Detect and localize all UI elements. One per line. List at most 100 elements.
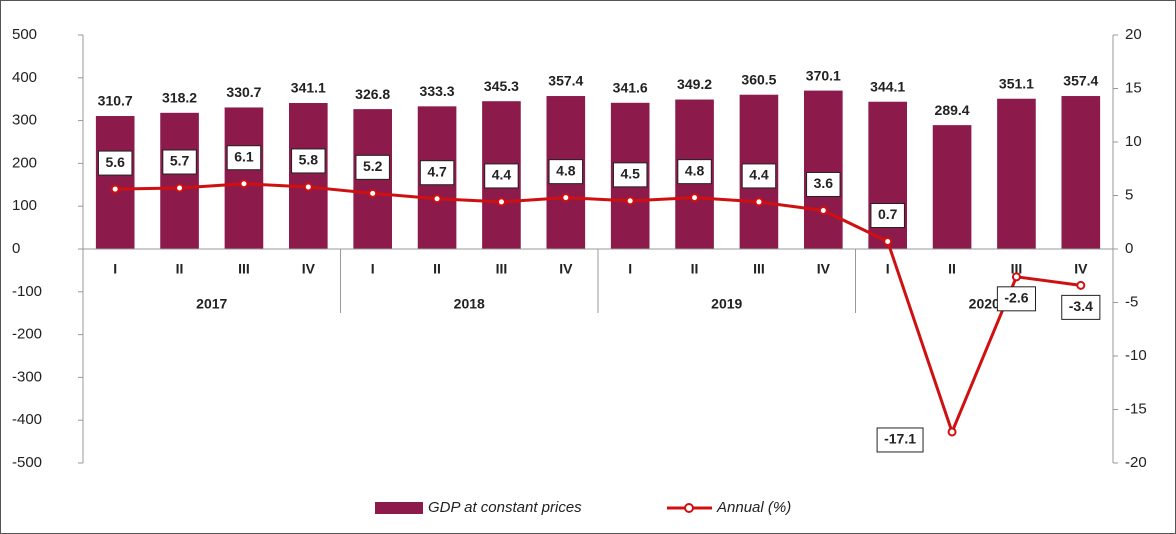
y2-tick-label: 0 [1125,240,1133,257]
bar-value-label: 351.1 [999,75,1034,91]
bar-value-label: 330.7 [226,84,261,100]
line-point [1076,280,1086,290]
line-value-text: -17.1 [884,431,916,447]
x-tick-label: IV [1074,261,1088,277]
y2-tick-label: 15 [1125,79,1142,96]
bar-value-label: 344.1 [870,78,905,94]
x-tick-label: I [886,261,890,277]
bar-value-label: 349.2 [677,76,712,92]
label-box [876,427,924,453]
line-point [175,183,185,193]
x-tick-label: IV [559,261,573,277]
bar-value-label: 370.1 [806,67,841,83]
y-tick-label: 0 [12,240,20,257]
line-value-label: 4.4 [741,163,777,189]
bar [997,98,1036,249]
line-value-text: 4.4 [749,167,769,183]
x-tick-label: II [176,261,184,277]
x-tick-label: II [691,261,699,277]
x-tick-label: III [753,261,765,277]
line-value-label: 4.5 [612,162,648,188]
label-box [97,150,133,176]
line-value-text: 4.8 [556,162,576,178]
bar-value-label: 333.3 [420,83,455,99]
line-point [561,193,571,203]
bar [932,125,972,249]
x-tick-label: II [433,261,441,277]
y-tick-label: 300 [12,112,37,129]
line-point [1011,272,1021,282]
line-value-text: -2.6 [1004,290,1028,306]
group-label: 2019 [711,296,742,312]
label-box [162,149,197,175]
group-label: 2018 [454,296,485,312]
y-tick-label: -300 [12,368,42,385]
line-value-text: 4.4 [492,167,512,183]
bar-value-label: 341.6 [613,79,648,95]
line-value-label: 4.4 [484,163,519,189]
x-tick-label: IV [817,261,831,277]
bar [160,112,199,250]
line-value-text: 5.7 [170,153,190,169]
x-tick-label: I [113,261,117,277]
y2-tick-label: -20 [1125,454,1147,471]
label-box [419,160,455,186]
line-point [432,194,442,204]
y2-tick-label: -10 [1125,347,1147,364]
line-point [754,197,764,207]
label-box [484,163,519,189]
line-value-text: 4.5 [620,166,640,182]
bar [224,107,264,249]
line-value-label: 3.6 [806,171,841,197]
bar-value-label: 310.7 [98,93,133,109]
y-tick-label: -400 [12,411,42,428]
x-tick-label: IV [302,261,316,277]
line-value-text: 3.6 [814,175,834,191]
line-value-label: -3.4 [1061,294,1101,320]
line-point [303,182,313,192]
line-point [690,193,700,203]
line-point [625,196,635,206]
x-tick-label: II [948,261,956,277]
legend-label: Annual (%) [716,499,791,516]
line-value-text: 5.8 [299,152,319,168]
line-value-text: 4.7 [427,163,447,179]
bar-value-label: 326.8 [355,86,390,102]
bar-value-label: 289.4 [935,102,970,118]
line-value-label: 5.7 [162,149,197,175]
bar-value-label: 318.2 [162,90,197,106]
line-value-text: 5.6 [105,154,125,170]
legend-swatch [375,502,423,514]
line-point [368,188,378,198]
line-value-text: 6.1 [234,148,254,164]
line-value-text: 0.7 [878,206,898,222]
label-box [291,148,326,174]
line-point [947,427,957,437]
line-value-text: 4.8 [685,162,705,178]
line-value-text: -3.4 [1069,298,1093,314]
line-value-label: 5.2 [355,154,390,180]
bar-value-label: 357.4 [548,73,583,89]
x-tick-label: III [1011,261,1023,277]
y-tick-label: 400 [12,69,37,86]
bar-value-label: 341.1 [291,80,326,96]
line-value-text: 5.2 [363,158,383,174]
line-point [239,179,249,189]
x-tick-label: I [371,261,375,277]
line-value-label: 4.8 [677,159,712,185]
label-box [226,145,262,171]
legend-marker [684,503,694,513]
label-box [870,203,905,229]
y2-tick-label: -5 [1125,293,1138,310]
bar [804,90,843,249]
bar [95,116,135,249]
y-tick-label: 100 [12,197,37,214]
line-value-label: 6.1 [226,145,262,171]
y-tick-label: -500 [12,454,42,471]
line-point [110,184,120,194]
label-box [1061,294,1101,320]
label-box [548,159,584,185]
label-box [741,163,777,189]
legend-label: GDP at constant prices [428,499,582,516]
